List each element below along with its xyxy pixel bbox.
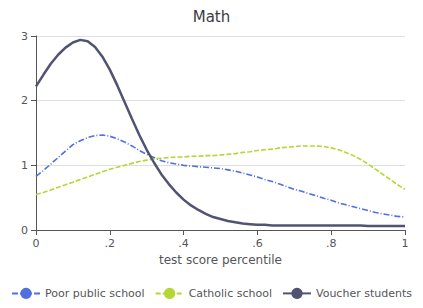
- svg-text:1: 1: [402, 237, 409, 250]
- svg-text:1: 1: [21, 159, 28, 172]
- svg-text:test score percentile: test score percentile: [159, 253, 282, 267]
- svg-text:.4: .4: [178, 237, 189, 250]
- svg-text:0: 0: [21, 224, 28, 237]
- svg-text:.2: .2: [105, 237, 116, 250]
- svg-text:.8: .8: [326, 237, 337, 250]
- svg-text:0: 0: [33, 237, 40, 250]
- svg-text:Voucher students: Voucher students: [316, 287, 412, 300]
- svg-text:Catholic school: Catholic school: [189, 287, 272, 300]
- svg-text:2: 2: [21, 94, 28, 107]
- svg-text:Poor public school: Poor public school: [45, 287, 145, 300]
- svg-text:.6: .6: [252, 237, 263, 250]
- svg-text:3: 3: [21, 30, 28, 43]
- svg-text:Math: Math: [193, 8, 231, 26]
